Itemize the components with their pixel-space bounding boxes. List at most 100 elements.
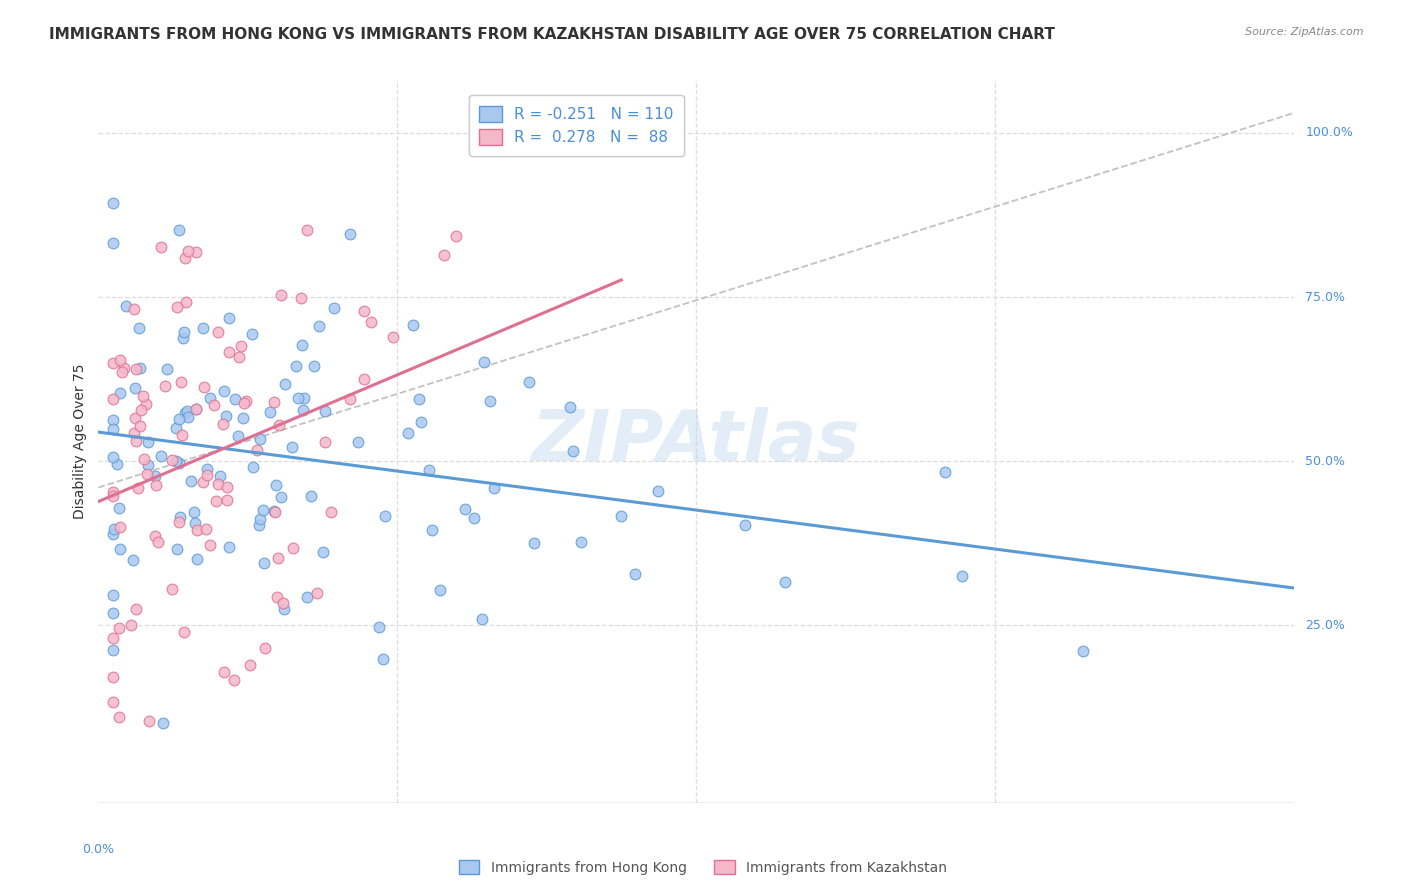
Point xyxy=(253,640,276,655)
Point xyxy=(396,425,419,440)
Point xyxy=(271,596,294,610)
Point xyxy=(454,501,477,516)
Point xyxy=(103,695,125,709)
Point xyxy=(129,361,152,376)
Point xyxy=(198,391,221,405)
Point xyxy=(111,365,134,379)
Point xyxy=(200,538,222,552)
Point xyxy=(734,518,756,533)
Point xyxy=(170,428,193,442)
Point xyxy=(148,535,170,549)
Point xyxy=(165,421,187,435)
Point xyxy=(122,426,145,441)
Point xyxy=(218,540,240,554)
Point xyxy=(610,509,633,524)
Point xyxy=(232,411,254,425)
Point xyxy=(135,397,157,411)
Point xyxy=(295,591,318,605)
Point xyxy=(291,338,314,352)
Point xyxy=(299,489,322,503)
Point xyxy=(169,516,191,530)
Point xyxy=(103,522,125,536)
Point xyxy=(623,567,645,582)
Point xyxy=(176,404,198,418)
Point xyxy=(103,450,125,464)
Point xyxy=(114,299,136,313)
Point xyxy=(127,481,149,495)
Point xyxy=(184,401,207,416)
Point xyxy=(167,456,190,470)
Point xyxy=(371,651,394,665)
Point xyxy=(339,392,361,406)
Text: 50.0%: 50.0% xyxy=(1306,455,1346,467)
Point xyxy=(173,325,195,339)
Point xyxy=(297,223,319,237)
Point xyxy=(482,482,505,496)
Point xyxy=(218,311,240,326)
Point xyxy=(263,395,285,409)
Point xyxy=(240,326,263,341)
Point xyxy=(169,510,191,524)
Point xyxy=(267,417,290,432)
Point xyxy=(166,541,188,556)
Point xyxy=(263,505,285,519)
Point xyxy=(285,359,308,374)
Point xyxy=(177,410,200,425)
Point xyxy=(346,434,368,449)
Point xyxy=(138,714,160,728)
Point xyxy=(429,583,451,598)
Point xyxy=(523,536,546,550)
Point xyxy=(322,301,344,316)
Point xyxy=(195,462,218,476)
Point xyxy=(112,360,135,375)
Point xyxy=(246,442,269,457)
Point xyxy=(103,489,125,503)
Point xyxy=(108,500,131,515)
Point xyxy=(267,551,290,566)
Point xyxy=(205,493,228,508)
Point xyxy=(253,556,276,570)
Point xyxy=(224,673,246,688)
Point xyxy=(103,588,125,602)
Point xyxy=(162,453,184,467)
Point xyxy=(121,553,143,567)
Point xyxy=(368,620,391,634)
Point xyxy=(128,320,150,334)
Point xyxy=(263,504,285,518)
Point xyxy=(105,457,128,471)
Point xyxy=(259,405,281,419)
Point xyxy=(186,523,208,537)
Point xyxy=(124,381,146,395)
Point xyxy=(360,315,382,329)
Point xyxy=(287,391,309,405)
Point xyxy=(420,524,443,538)
Point xyxy=(312,545,335,559)
Point xyxy=(122,301,145,316)
Point xyxy=(186,551,208,566)
Point xyxy=(321,505,343,519)
Point xyxy=(353,372,375,386)
Point xyxy=(569,534,592,549)
Point xyxy=(191,321,214,335)
Point xyxy=(173,251,195,265)
Point xyxy=(195,468,218,483)
Point xyxy=(232,396,254,410)
Point xyxy=(103,413,125,427)
Point xyxy=(463,511,485,525)
Point xyxy=(183,505,205,519)
Point xyxy=(274,377,297,392)
Point xyxy=(402,318,425,332)
Point xyxy=(108,353,131,368)
Point xyxy=(125,601,148,615)
Point xyxy=(562,444,585,458)
Point xyxy=(207,476,229,491)
Point xyxy=(374,508,396,523)
Point xyxy=(239,658,262,673)
Point xyxy=(160,582,183,596)
Point xyxy=(194,522,217,536)
Point xyxy=(224,392,246,406)
Point xyxy=(408,392,430,406)
Point xyxy=(143,529,166,543)
Point xyxy=(172,331,194,345)
Point xyxy=(775,574,797,589)
